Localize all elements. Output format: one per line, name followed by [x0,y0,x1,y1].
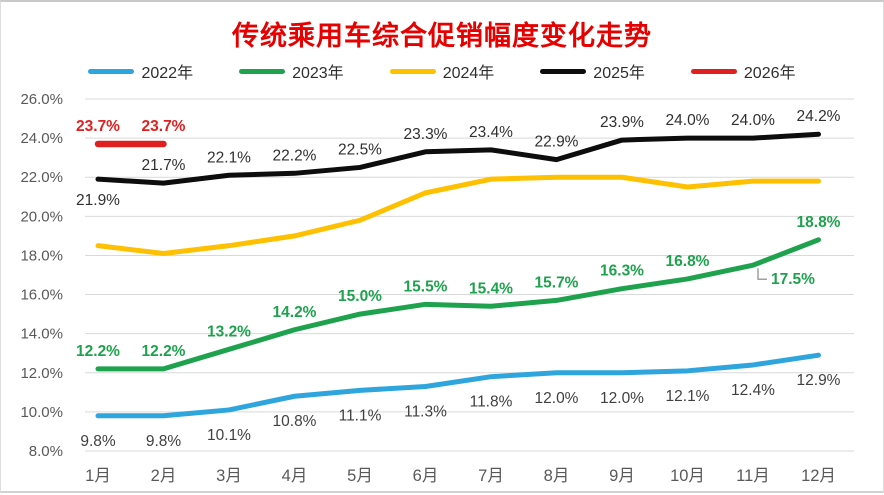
data-label: 11.3% [404,403,447,420]
data-label: 9.8% [80,433,116,450]
legend-item-2026年: 2026年 [690,59,796,83]
series-line-2022年 [95,352,821,419]
x-tick-label: 8月 [544,467,570,485]
x-tick-label: 12月 [801,467,836,485]
data-label: 22.1% [207,149,251,166]
data-label: 15.5% [404,278,448,295]
data-label: 16.8% [666,253,710,270]
legend-item-2024年: 2024年 [389,59,495,83]
y-tick-label: 14.0% [20,326,63,343]
y-tick-label: 24.0% [20,130,63,147]
data-label: 22.9% [535,134,579,151]
data-label: 15.7% [535,274,579,291]
data-label: 23.7% [142,118,186,135]
data-label: 21.7% [142,157,186,174]
data-label: 21.9% [76,192,120,209]
legend-label: 2026年 [743,65,796,82]
x-tick-label: 4月 [282,467,308,485]
legend-label: 2023年 [292,65,344,82]
data-label: 12.2% [76,343,120,360]
data-label: 12.9% [797,372,841,389]
data-label: 12.4% [731,382,775,399]
data-label: 12.2% [142,343,186,360]
y-tick-label: 8.0% [29,443,63,460]
y-tick-label: 12.0% [20,365,63,382]
data-label: 24.0% [666,112,710,129]
legend: 2022年 2023年 2024年 2025年 2026年 [1,59,883,83]
y-tick-label: 18.0% [20,247,63,264]
x-tick-label: 1月 [85,467,111,485]
x-tick-label: 6月 [413,467,439,485]
data-label: 16.3% [600,263,644,280]
data-label: 14.2% [273,304,317,321]
x-tick-label: 2月 [151,467,177,485]
data-label: 12.0% [600,390,644,407]
legend-item-2025年: 2025年 [540,59,645,83]
legend-label: 2025年 [593,65,645,82]
y-tick-label: 22.0% [20,169,63,186]
data-label: 17.5% [771,271,815,288]
legend-swatch-icon [389,68,436,74]
x-tick-label: 7月 [478,467,504,485]
data-label: 13.2% [207,323,251,340]
data-label: 12.0% [535,390,579,407]
label-leader-line [757,268,767,280]
x-tick-label: 3月 [216,467,242,485]
data-label: 23.7% [76,118,120,135]
data-label: 9.8% [146,433,182,450]
data-label: 24.2% [797,108,841,125]
x-tick-label: 10月 [670,467,705,485]
data-label: 23.9% [600,114,644,131]
data-label: 15.0% [338,288,382,305]
chart-title: 传统乘用车综合促销幅度变化走势 [232,21,652,51]
legend-label: 2022年 [141,65,194,82]
data-label: 10.1% [207,427,251,444]
legend-label: 2024年 [442,65,495,82]
data-label: 22.2% [273,147,317,164]
series-line-2023年 [95,237,821,372]
data-label: 18.8% [797,214,841,231]
data-label: 11.8% [470,394,513,411]
legend-swatch-icon [540,68,587,74]
data-label: 12.1% [666,388,710,405]
x-tick-label: 9月 [609,467,635,485]
legend-swatch-icon [239,68,286,74]
y-tick-label: 26.0% [20,91,63,108]
legend-swatch-icon [88,68,135,74]
legend-item-2023年: 2023年 [239,59,344,83]
data-label: 24.0% [731,112,775,129]
y-tick-label: 10.0% [20,404,63,421]
legend-swatch-icon [690,68,737,74]
data-label: 11.1% [339,407,382,424]
data-label: 15.4% [469,280,513,297]
legend-item-2022年: 2022年 [88,59,193,83]
data-label: 22.5% [338,141,382,158]
series-line-2025年 [95,131,821,186]
y-tick-label: 20.0% [20,208,63,225]
data-label: 23.3% [404,126,448,143]
series-line-2024年 [95,174,821,256]
x-tick-label: 5月 [347,467,373,485]
y-tick-label: 16.0% [20,287,63,304]
data-label: 10.8% [273,413,317,430]
x-tick-label: 11月 [736,467,770,485]
data-label: 23.4% [469,124,513,141]
